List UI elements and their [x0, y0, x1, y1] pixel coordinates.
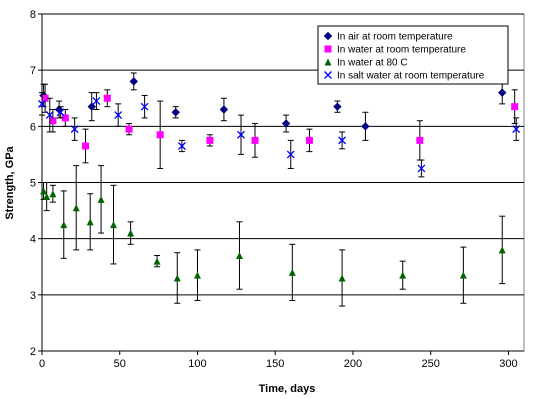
- x-tick-label: 100: [188, 358, 206, 370]
- marker-stroke: [286, 150, 295, 159]
- data-point: [281, 119, 291, 128]
- data-point: [97, 195, 105, 203]
- x-tick-label: 300: [499, 358, 517, 370]
- series-triangle: [40, 165, 506, 307]
- data-point: [288, 268, 296, 276]
- y-tick-label: 3: [30, 290, 36, 302]
- data-point: [333, 102, 342, 111]
- y-tick-label: 5: [30, 178, 36, 190]
- marker-stroke: [45, 111, 54, 120]
- data-point: [512, 125, 521, 134]
- tick-labels: 2 3 4 5 6 7 8 0 50 100 150 200 250 300: [30, 9, 518, 370]
- data-point: [193, 271, 201, 279]
- series-x: [38, 92, 521, 178]
- x-tick-label: 50: [114, 358, 126, 370]
- marker-stroke: [114, 111, 123, 120]
- data-point: [459, 271, 467, 279]
- legend-box: [317, 25, 509, 85]
- data-point: [140, 102, 149, 111]
- data-point: [61, 114, 69, 122]
- data-point: [153, 257, 161, 265]
- data-point: [70, 125, 79, 134]
- data-point: [45, 111, 54, 120]
- data-point: [125, 125, 133, 133]
- data-point: [110, 221, 118, 229]
- legend-entry: In salt water at room temperature: [337, 71, 485, 82]
- marker-stroke: [92, 97, 101, 106]
- data-point: [286, 150, 295, 159]
- grid-lines: [42, 13, 524, 296]
- data-point: [235, 252, 243, 260]
- data-point: [43, 193, 51, 201]
- legend-marker: [324, 45, 332, 53]
- data-point: [87, 102, 96, 111]
- data-point: [82, 142, 90, 150]
- x-tick-label: 250: [422, 358, 440, 370]
- series-square: [41, 83, 519, 169]
- data-point: [38, 99, 46, 108]
- legend-entry: In air at room temperature: [337, 32, 453, 43]
- y-axis-title: Strength, GPa: [4, 145, 16, 219]
- x-tick-label: 0: [39, 358, 45, 370]
- x-tick-label: 150: [266, 358, 284, 370]
- data-point: [103, 94, 111, 102]
- marker-stroke: [512, 125, 521, 134]
- y-tick-label: 6: [30, 121, 36, 133]
- data-point: [361, 122, 370, 131]
- marker-stroke: [56, 108, 65, 117]
- marker-stroke: [140, 102, 149, 111]
- data-point: [305, 136, 313, 144]
- x-axis-title: Time, days: [259, 383, 316, 395]
- data-point: [41, 94, 49, 102]
- data-point: [511, 103, 519, 111]
- y-tick-label: 8: [30, 9, 36, 21]
- marker-stroke: [237, 130, 245, 139]
- data-point: [49, 117, 57, 125]
- data-point: [338, 274, 346, 282]
- y-tick-label: 4: [30, 234, 36, 246]
- data-point: [129, 77, 138, 86]
- data-point: [171, 108, 180, 117]
- data-point: [156, 131, 164, 139]
- marker-stroke: [70, 125, 79, 134]
- marker-stroke: [38, 99, 46, 108]
- y-tick-label: 2: [30, 346, 36, 358]
- data-point: [498, 246, 506, 254]
- data-point: [49, 190, 57, 198]
- data-point: [40, 187, 48, 195]
- data-point: [219, 105, 229, 114]
- data-point: [86, 218, 94, 226]
- marker-stroke: [417, 164, 426, 173]
- data-point: [237, 130, 245, 139]
- data-point: [399, 271, 407, 279]
- marker-stroke: [177, 142, 186, 150]
- data-point: [56, 108, 65, 117]
- data-point: [498, 88, 507, 97]
- y-tick-label: 7: [30, 65, 36, 77]
- legend-marker: [324, 58, 332, 66]
- data-point: [177, 142, 186, 150]
- legend-entry: In water at 80 C: [337, 58, 408, 69]
- legend: In air at room temperature In water at ro…: [317, 25, 509, 85]
- legend-marker: [323, 31, 333, 41]
- data-point: [114, 111, 123, 120]
- data-point: [127, 229, 135, 237]
- x-tick-label: 200: [344, 358, 362, 370]
- marker-stroke: [338, 136, 347, 145]
- legend-marker: [324, 71, 332, 79]
- data-point: [60, 221, 68, 229]
- data-point: [251, 136, 259, 144]
- data-marks: [38, 72, 521, 307]
- legend-entry: In water at room temperature: [337, 45, 466, 56]
- data-point: [206, 136, 214, 144]
- data-point: [72, 204, 80, 212]
- data-point: [173, 274, 181, 282]
- data-point: [417, 164, 426, 173]
- data-point: [338, 136, 347, 145]
- series-diamond: [39, 72, 507, 141]
- data-point: [416, 136, 424, 144]
- marker-stroke: [324, 71, 332, 79]
- data-point: [92, 97, 101, 106]
